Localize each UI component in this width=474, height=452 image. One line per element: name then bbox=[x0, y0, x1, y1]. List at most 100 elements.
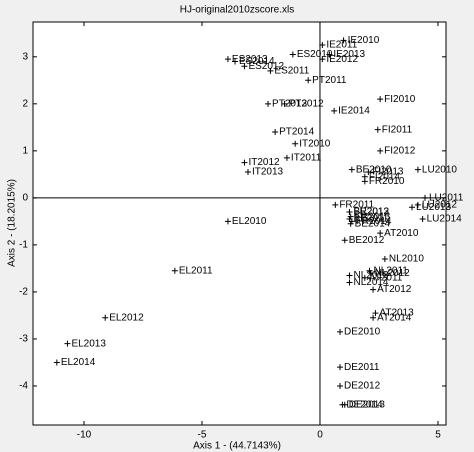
x-tick-label: -5 bbox=[198, 430, 207, 441]
y-tick-label: 2 bbox=[22, 98, 28, 109]
x-tick-label: -10 bbox=[77, 430, 92, 441]
point-label: IT2013 bbox=[252, 167, 284, 178]
point-marker bbox=[348, 166, 355, 173]
point-marker bbox=[281, 100, 288, 107]
point-marker bbox=[372, 310, 379, 317]
point-marker bbox=[365, 169, 372, 176]
point-label: LU2011 bbox=[429, 193, 464, 204]
y-tick-label: 3 bbox=[22, 51, 28, 62]
point-label: NL2010 bbox=[389, 254, 424, 265]
point-marker bbox=[272, 129, 279, 136]
point-marker bbox=[319, 42, 326, 49]
point-marker bbox=[414, 166, 421, 173]
point-label: LU2013 bbox=[416, 202, 451, 213]
point-marker bbox=[361, 274, 368, 281]
point-marker bbox=[421, 194, 428, 201]
point-label: NL2013 bbox=[353, 270, 388, 281]
point-label: LU2012 bbox=[422, 200, 457, 211]
point-marker bbox=[241, 159, 248, 166]
point-label: ES2010 bbox=[297, 49, 333, 60]
point-marker bbox=[346, 208, 353, 215]
point-label: IE2013 bbox=[333, 49, 365, 60]
point-label: LU2014 bbox=[427, 214, 462, 225]
point-label: IE2011 bbox=[326, 40, 357, 51]
point-label: IE2012 bbox=[326, 54, 358, 65]
point-marker bbox=[331, 107, 338, 114]
point-label: IT2010 bbox=[299, 138, 331, 149]
point-marker bbox=[346, 279, 353, 286]
chart-title: HJ-original2010zscore.xls bbox=[180, 5, 295, 16]
point-label: NL2014 bbox=[353, 277, 388, 288]
point-label: EL2012 bbox=[109, 312, 144, 323]
x-tick-label: 0 bbox=[317, 430, 323, 441]
point-label: NL2011 bbox=[374, 265, 409, 276]
point-label: DE2013 bbox=[349, 399, 386, 410]
point-label: AT2013 bbox=[379, 308, 414, 319]
point-marker bbox=[326, 51, 333, 58]
point-marker bbox=[346, 272, 353, 279]
point-label: DE2014 bbox=[346, 399, 383, 410]
point-label: FR2012 bbox=[353, 207, 389, 218]
point-label: FI2013 bbox=[372, 167, 404, 178]
x-axis-label: Axis 1 - (44.7143%) bbox=[193, 441, 281, 452]
point-marker bbox=[241, 63, 248, 70]
point-label: BE2013 bbox=[353, 207, 389, 218]
point-marker bbox=[340, 37, 347, 44]
point-marker bbox=[337, 328, 344, 335]
point-marker bbox=[319, 56, 326, 63]
y-tick-label: -4 bbox=[19, 381, 28, 392]
point-marker bbox=[224, 218, 231, 225]
point-label: IT2012 bbox=[248, 157, 280, 168]
y-tick-label: -2 bbox=[19, 287, 28, 298]
point-label: DE2010 bbox=[344, 327, 381, 338]
point-label: FR2013 bbox=[355, 211, 391, 222]
point-label: BE2014 bbox=[355, 218, 391, 229]
point-label: FI2014 bbox=[369, 171, 401, 182]
point-label: FR2011 bbox=[339, 200, 374, 211]
point-label: IE2010 bbox=[348, 35, 380, 46]
point-marker bbox=[244, 169, 251, 176]
point-marker bbox=[102, 314, 109, 321]
y-tick-label: 1 bbox=[22, 145, 28, 156]
point-marker bbox=[361, 178, 368, 185]
y-tick-label: -3 bbox=[19, 334, 28, 345]
point-label: PT2014 bbox=[279, 127, 314, 138]
point-marker bbox=[265, 100, 272, 107]
point-marker bbox=[381, 256, 388, 263]
point-label: FI2012 bbox=[384, 145, 416, 156]
point-label: ES2012 bbox=[248, 61, 284, 72]
point-marker bbox=[339, 401, 346, 408]
plot-area bbox=[32, 21, 447, 426]
y-tick-label: 0 bbox=[22, 193, 28, 204]
point-marker bbox=[377, 230, 384, 237]
point-marker bbox=[224, 56, 231, 63]
point-marker bbox=[409, 204, 416, 211]
point-label: ES2011 bbox=[274, 66, 309, 77]
point-marker bbox=[374, 126, 381, 133]
y-axis-label: Axis 2 - (18.2015%) bbox=[7, 179, 18, 267]
point-marker bbox=[337, 382, 344, 389]
point-label: IE2014 bbox=[338, 106, 370, 117]
point-label: AT2012 bbox=[377, 284, 412, 295]
point-label: DE2011 bbox=[344, 362, 380, 373]
point-marker bbox=[419, 216, 426, 223]
point-label: AT2014 bbox=[377, 312, 412, 323]
point-label: DE2012 bbox=[344, 381, 381, 392]
point-label: FR2014 bbox=[356, 216, 392, 227]
point-label: EL2014 bbox=[61, 357, 96, 368]
point-label: BE2010 bbox=[356, 164, 392, 175]
point-label: BE2011 bbox=[353, 214, 388, 225]
point-label: EL2013 bbox=[71, 338, 106, 349]
point-marker bbox=[332, 201, 339, 208]
point-label: AT2011 bbox=[369, 272, 403, 283]
point-label: PT2013 bbox=[272, 98, 307, 109]
point-marker bbox=[348, 218, 355, 225]
point-marker bbox=[341, 237, 348, 244]
point-marker bbox=[377, 96, 384, 103]
point-label: EL2011 bbox=[179, 265, 213, 276]
point-marker bbox=[171, 267, 178, 274]
point-marker bbox=[53, 359, 60, 366]
point-marker bbox=[292, 140, 299, 147]
point-label: PT2011 bbox=[312, 75, 347, 86]
